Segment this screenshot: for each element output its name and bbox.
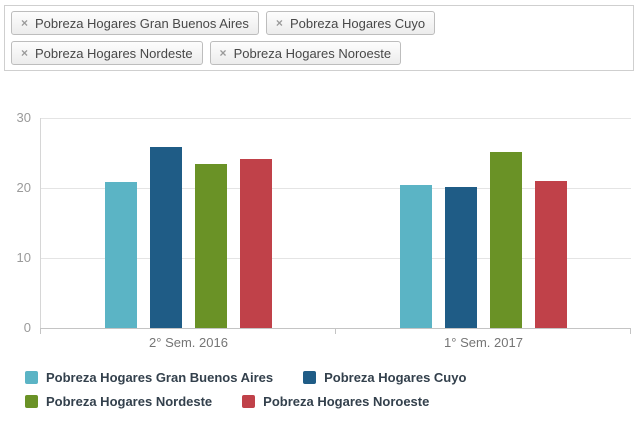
legend-swatch-icon (303, 370, 317, 384)
x-axis-tick (335, 328, 336, 334)
remove-filter-icon[interactable]: × (219, 46, 227, 60)
y-axis-tick-label: 0 (23, 320, 31, 335)
filter-tag-gran-buenos-aires[interactable]: × Pobreza Hogares Gran Buenos Aires (11, 11, 259, 35)
legend-swatch-icon (242, 394, 256, 408)
filter-tag-cuyo[interactable]: × Pobreza Hogares Cuyo (265, 11, 436, 35)
legend-item[interactable]: Pobreza Hogares Nordeste (25, 393, 213, 409)
filter-tag-label: Pobreza Hogares Nordeste (35, 45, 193, 61)
legend-item[interactable]: Pobreza Hogares Cuyo (303, 369, 467, 385)
legend-item[interactable]: Pobreza Hogares Gran Buenos Aires (25, 369, 274, 385)
legend-label: Pobreza Hogares Gran Buenos Aires (46, 369, 274, 385)
gridline (41, 188, 631, 190)
bar[interactable] (445, 187, 477, 328)
bar-group (41, 118, 336, 328)
bar[interactable] (400, 184, 432, 328)
filter-tag-label: Pobreza Hogares Cuyo (289, 15, 426, 31)
x-axis-tick (40, 328, 41, 334)
remove-filter-icon[interactable]: × (21, 46, 29, 60)
legend-label: Pobreza Hogares Nordeste (46, 393, 213, 409)
bar-group (336, 118, 631, 328)
y-axis-tick-label: 10 (16, 250, 31, 266)
y-axis-tick-label: 30 (16, 110, 31, 125)
bar[interactable] (105, 182, 137, 328)
gridline (41, 258, 631, 260)
gridline (41, 118, 631, 119)
legend-item[interactable]: Pobreza Hogares Noroeste (242, 393, 430, 409)
active-filters: × Pobreza Hogares Gran Buenos Aires × Po… (4, 5, 634, 71)
filter-tag-label: Pobreza Hogares Noroeste (233, 45, 392, 61)
legend-swatch-icon (25, 394, 38, 408)
legend-label: Pobreza Hogares Cuyo (324, 369, 467, 385)
bar[interactable] (535, 181, 567, 328)
bar[interactable] (490, 151, 522, 328)
filter-tag-label: Pobreza Hogares Gran Buenos Aires (35, 15, 249, 31)
x-axis-tick (630, 328, 631, 334)
plot-area: 0 10 20 30 2° Sem. 2016 1° Sem. 2017 (17, 111, 631, 350)
x-axis-category-label: 2° Sem. 2016 (149, 335, 228, 350)
filter-tag-noroeste[interactable]: × Pobreza Hogares Noroeste (209, 41, 402, 65)
bar[interactable] (195, 164, 227, 328)
y-axis-tick-label: 20 (16, 180, 31, 196)
remove-filter-icon[interactable]: × (275, 16, 283, 30)
legend-label: Pobreza Hogares Noroeste (263, 393, 430, 409)
bar[interactable] (240, 158, 272, 328)
x-axis-category-label: 1° Sem. 2017 (444, 335, 523, 350)
remove-filter-icon[interactable]: × (21, 16, 29, 30)
legend-swatch-icon (25, 370, 38, 384)
filter-tag-nordeste[interactable]: × Pobreza Hogares Nordeste (11, 41, 203, 65)
bar[interactable] (150, 146, 182, 328)
chart-legend: Pobreza Hogares Gran Buenos Aires Pobreza… (25, 369, 620, 409)
